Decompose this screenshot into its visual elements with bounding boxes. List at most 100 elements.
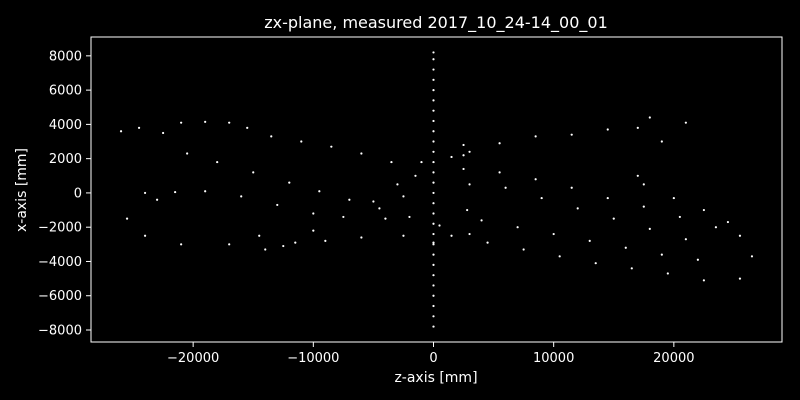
data-point — [396, 183, 399, 186]
data-point — [348, 198, 351, 201]
data-point — [432, 51, 435, 54]
data-point — [408, 215, 411, 219]
data-point — [143, 234, 147, 237]
x-axis-ticks: −20000 −10000 0 10000 20000 — [167, 342, 695, 366]
data-point — [228, 243, 231, 246]
data-point — [432, 58, 435, 61]
data-point — [414, 174, 417, 177]
data-point — [540, 196, 543, 200]
data-point — [432, 243, 435, 246]
x-tick-label: −20000 — [167, 351, 219, 366]
y-tick-label: 4000 — [49, 118, 82, 133]
data-point — [204, 190, 207, 193]
data-point — [240, 195, 243, 198]
y-tick-label: 2000 — [49, 152, 82, 167]
data-point — [462, 167, 465, 171]
data-point — [498, 142, 501, 145]
data-point — [438, 224, 441, 227]
data-point — [276, 203, 279, 207]
data-point — [702, 208, 705, 212]
data-point — [318, 190, 321, 193]
data-point — [648, 116, 651, 119]
data-point — [624, 246, 627, 249]
data-point — [432, 78, 435, 81]
chart-title: zx-plane, measured 2017_10_24-14_00_01 — [264, 13, 608, 33]
data-point — [660, 253, 663, 256]
plot-area — [90, 36, 783, 343]
data-point — [432, 232, 435, 236]
data-point — [486, 241, 489, 244]
data-point — [432, 160, 435, 164]
data-point — [504, 186, 507, 189]
data-point — [432, 315, 435, 318]
data-point — [246, 126, 249, 129]
data-point — [648, 227, 651, 231]
data-point — [432, 274, 435, 277]
data-point — [390, 160, 393, 164]
data-point — [450, 155, 453, 159]
data-point — [678, 215, 681, 219]
data-point — [534, 135, 537, 138]
data-point — [570, 186, 573, 189]
data-point — [552, 232, 555, 236]
data-point — [450, 234, 453, 237]
data-point — [432, 304, 435, 308]
data-point — [432, 191, 435, 195]
data-point — [252, 171, 255, 174]
data-point — [258, 234, 261, 237]
y-axis-ticks: −8000 −6000 −4000 −2000 0 2000 4000 6000 8000 — [38, 49, 91, 339]
data-point — [432, 171, 435, 174]
y-axis-label: x-axis [mm] — [14, 148, 30, 232]
data-point — [462, 154, 465, 157]
data-point — [432, 202, 435, 205]
y-tick-label: −4000 — [38, 255, 82, 270]
data-point — [360, 236, 363, 239]
data-point — [432, 119, 435, 123]
x-tick-label: −10000 — [287, 351, 339, 366]
data-point — [516, 226, 519, 229]
data-point — [636, 126, 639, 129]
data-point — [432, 212, 435, 215]
data-point — [186, 152, 189, 155]
data-point — [642, 183, 645, 186]
data-point — [204, 120, 207, 123]
data-point — [636, 174, 639, 177]
data-point — [119, 130, 123, 133]
data-point — [228, 121, 231, 124]
data-point — [216, 160, 219, 164]
data-point — [684, 121, 687, 124]
data-point — [606, 128, 609, 131]
data-point — [660, 140, 663, 143]
data-point — [468, 183, 471, 186]
data-point — [432, 294, 435, 297]
data-point — [312, 212, 315, 215]
data-point — [480, 219, 483, 222]
data-point — [360, 152, 363, 155]
x-tick-label: 20000 — [653, 351, 694, 366]
data-point — [324, 239, 327, 243]
x-tick-label: 0 — [429, 351, 437, 366]
data-point — [612, 217, 615, 220]
data-point — [468, 150, 471, 153]
data-point — [174, 190, 177, 194]
data-point — [402, 195, 405, 198]
data-point — [432, 284, 435, 287]
data-point — [726, 220, 730, 224]
data-point — [180, 243, 183, 246]
data-point — [432, 140, 435, 143]
data-point — [378, 207, 381, 210]
data-point — [558, 255, 561, 258]
data-point — [588, 239, 591, 243]
data-point — [420, 160, 423, 164]
data-point — [696, 258, 699, 261]
data-point — [432, 253, 435, 256]
data-point — [312, 229, 315, 232]
data-point — [330, 145, 333, 148]
y-tick-label: 0 — [74, 186, 82, 201]
data-point — [594, 262, 597, 265]
data-point — [432, 89, 435, 92]
data-point — [432, 150, 435, 153]
data-point — [282, 244, 285, 248]
y-tick-label: 8000 — [49, 49, 82, 64]
